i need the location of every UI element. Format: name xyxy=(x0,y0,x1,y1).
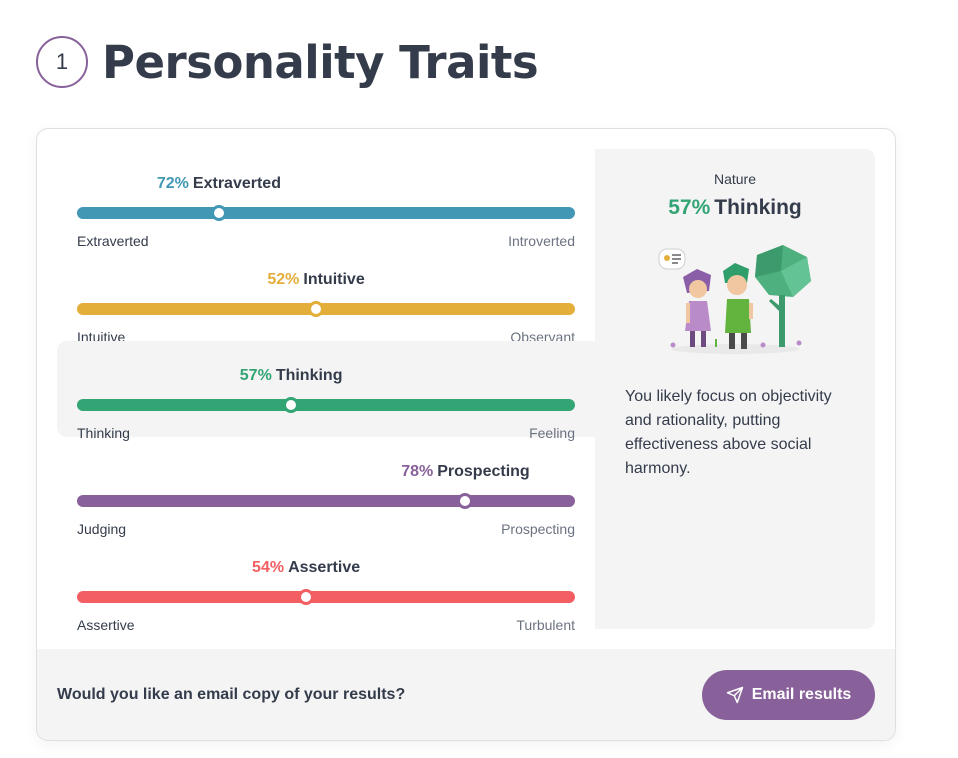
paper-plane-icon xyxy=(726,686,743,704)
trait-detail-label: Thinking xyxy=(714,196,802,219)
trait-category: Nature xyxy=(713,171,757,187)
trait-detail-panel: Nature 57% Thinking xyxy=(595,149,875,629)
page-title: Personality Traits xyxy=(102,35,539,89)
trait-right-pole: Turbulent xyxy=(516,617,575,633)
trait-heading: 54% Assertive xyxy=(252,559,360,577)
trait-heading: 72% Extraverted xyxy=(157,175,281,193)
trait-bar xyxy=(77,301,575,317)
trait-pct: 78% xyxy=(401,463,434,480)
trait-slider-knob xyxy=(298,589,315,605)
trait-row-extraverted[interactable]: 72% Extraverted Extraverted Introverted xyxy=(57,149,595,249)
trait-heading: 57% Thinking xyxy=(240,367,343,385)
thinking-characters-illustration xyxy=(658,245,811,354)
trait-label: Thinking xyxy=(275,367,343,384)
trait-description: You likely focus on objectivity and rati… xyxy=(625,388,832,477)
trait-right-pole: Prospecting xyxy=(501,521,575,537)
trait-bar xyxy=(77,397,575,413)
trait-heading: 78% Prospecting xyxy=(401,463,530,481)
trait-slider-knob xyxy=(308,301,325,317)
trait-pct: 54% xyxy=(252,559,285,576)
email-results-button[interactable]: Email results xyxy=(702,670,875,720)
trait-pct: 52% xyxy=(267,271,300,288)
trait-slider-knob xyxy=(283,397,300,413)
trait-label: Extraverted xyxy=(192,175,281,192)
trait-right-pole: Feeling xyxy=(529,425,575,441)
trait-slider-knob xyxy=(210,205,227,221)
trait-bar xyxy=(77,493,575,509)
trait-left-pole: Assertive xyxy=(77,617,135,633)
trait-label: Intuitive xyxy=(303,271,365,288)
trait-bar xyxy=(77,589,575,605)
trait-heading: 52% Intuitive xyxy=(267,271,364,289)
email-results-label: Email results xyxy=(751,686,852,703)
trait-row-intuitive[interactable]: 52% Intuitive Intuitive Observant xyxy=(57,245,595,345)
trait-slider-knob xyxy=(457,493,474,509)
step-number: 1 xyxy=(36,36,88,88)
trait-left-pole: Thinking xyxy=(77,425,130,441)
traits-card: 72% Extraverted Extraverted Introverted 52% I… xyxy=(36,128,896,741)
trait-pct: 72% xyxy=(156,175,189,192)
trait-left-pole: Extraverted xyxy=(77,233,149,249)
trait-row-assertive[interactable]: 54% Assertive Assertive Turbulent xyxy=(57,533,595,633)
trait-label: Prospecting xyxy=(437,463,530,480)
trait-left-pole: Judging xyxy=(77,521,127,537)
email-footer: Would you like an email copy of your res… xyxy=(37,649,895,740)
trait-right-pole: Introverted xyxy=(508,233,575,249)
trait-bar xyxy=(77,205,575,221)
trait-label: Assertive xyxy=(288,559,361,576)
section-header: 1 Personality Traits xyxy=(36,35,539,89)
trait-detail-pct: 57% xyxy=(668,196,711,219)
trait-detail-title: 57% Thinking xyxy=(595,196,875,220)
email-prompt: Would you like an email copy of your res… xyxy=(57,686,406,703)
trait-row-thinking[interactable]: 57% Thinking Thinking Feeling xyxy=(57,341,595,441)
trait-pct: 57% xyxy=(239,367,272,384)
trait-row-prospecting[interactable]: 78% Prospecting Judging Prospecting xyxy=(57,437,595,537)
